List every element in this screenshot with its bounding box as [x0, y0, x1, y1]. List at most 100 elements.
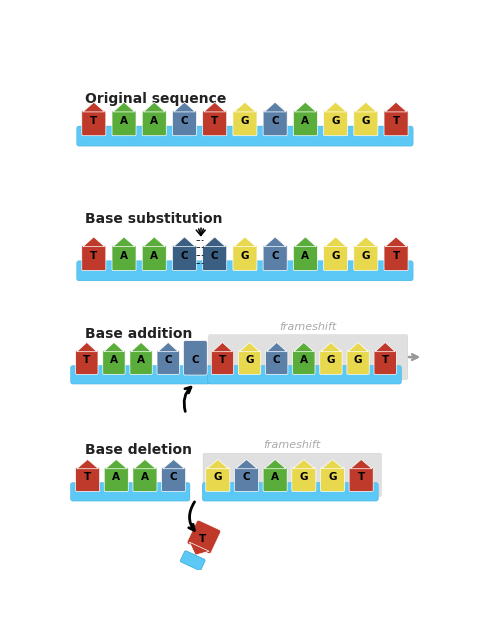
- FancyBboxPatch shape: [266, 351, 288, 374]
- FancyBboxPatch shape: [183, 340, 207, 375]
- FancyBboxPatch shape: [206, 468, 230, 492]
- FancyBboxPatch shape: [234, 468, 259, 492]
- FancyBboxPatch shape: [323, 111, 347, 136]
- Polygon shape: [83, 102, 105, 112]
- Polygon shape: [163, 460, 184, 468]
- Text: A: A: [301, 116, 309, 126]
- FancyBboxPatch shape: [323, 246, 347, 271]
- Text: C: C: [271, 116, 279, 126]
- FancyBboxPatch shape: [320, 468, 344, 492]
- Polygon shape: [144, 102, 165, 112]
- FancyBboxPatch shape: [77, 261, 413, 281]
- FancyBboxPatch shape: [75, 468, 99, 492]
- Polygon shape: [204, 102, 225, 112]
- Polygon shape: [190, 542, 209, 555]
- Text: Base substitution: Base substitution: [84, 212, 222, 225]
- Polygon shape: [294, 237, 316, 246]
- Text: C: C: [170, 472, 177, 483]
- Polygon shape: [355, 237, 377, 246]
- Polygon shape: [325, 102, 346, 112]
- FancyBboxPatch shape: [354, 246, 378, 271]
- FancyBboxPatch shape: [349, 468, 373, 492]
- Text: T: T: [382, 355, 389, 365]
- Polygon shape: [236, 460, 257, 468]
- Text: C: C: [271, 251, 279, 260]
- Text: C: C: [243, 472, 250, 483]
- FancyBboxPatch shape: [203, 111, 227, 136]
- Text: A: A: [141, 472, 149, 483]
- Polygon shape: [173, 237, 196, 246]
- FancyBboxPatch shape: [263, 468, 287, 492]
- FancyBboxPatch shape: [233, 246, 257, 271]
- Text: T: T: [90, 251, 98, 260]
- Polygon shape: [77, 342, 97, 352]
- Polygon shape: [131, 342, 151, 352]
- Text: G: G: [328, 472, 337, 483]
- Text: T: T: [392, 116, 400, 126]
- FancyBboxPatch shape: [320, 351, 342, 374]
- Text: T: T: [211, 116, 219, 126]
- Text: G: G: [331, 251, 340, 260]
- Text: T: T: [199, 534, 207, 544]
- FancyBboxPatch shape: [233, 111, 257, 136]
- FancyBboxPatch shape: [263, 111, 287, 136]
- FancyBboxPatch shape: [71, 483, 190, 501]
- Text: A: A: [271, 472, 279, 483]
- Text: G: G: [362, 116, 370, 126]
- FancyBboxPatch shape: [294, 111, 318, 136]
- Text: C: C: [181, 251, 188, 260]
- FancyBboxPatch shape: [104, 468, 128, 492]
- Polygon shape: [134, 460, 156, 468]
- FancyBboxPatch shape: [75, 351, 98, 374]
- FancyBboxPatch shape: [162, 468, 186, 492]
- FancyBboxPatch shape: [77, 126, 413, 146]
- Text: A: A: [120, 251, 128, 260]
- Text: A: A: [150, 116, 158, 126]
- Text: T: T: [219, 355, 226, 365]
- Polygon shape: [293, 460, 315, 468]
- Polygon shape: [264, 237, 286, 246]
- FancyBboxPatch shape: [172, 111, 196, 136]
- FancyBboxPatch shape: [187, 520, 220, 554]
- Polygon shape: [325, 237, 346, 246]
- Polygon shape: [385, 237, 407, 246]
- Polygon shape: [385, 102, 407, 112]
- Text: T: T: [84, 472, 91, 483]
- Polygon shape: [207, 460, 229, 468]
- FancyBboxPatch shape: [208, 365, 401, 384]
- Polygon shape: [113, 102, 135, 112]
- FancyBboxPatch shape: [384, 246, 408, 271]
- FancyBboxPatch shape: [133, 468, 157, 492]
- Polygon shape: [113, 237, 135, 246]
- FancyBboxPatch shape: [82, 246, 106, 271]
- FancyBboxPatch shape: [180, 551, 205, 570]
- Polygon shape: [173, 102, 196, 112]
- Text: G: G: [354, 355, 362, 365]
- Polygon shape: [348, 342, 368, 352]
- Polygon shape: [350, 460, 372, 468]
- Text: G: G: [327, 355, 335, 365]
- Polygon shape: [83, 237, 105, 246]
- Text: C: C: [181, 116, 188, 126]
- Text: C: C: [164, 355, 172, 365]
- Polygon shape: [234, 237, 256, 246]
- FancyBboxPatch shape: [142, 111, 166, 136]
- Text: A: A: [301, 251, 309, 260]
- Text: A: A: [150, 251, 158, 260]
- Polygon shape: [212, 342, 233, 352]
- FancyBboxPatch shape: [293, 351, 315, 374]
- Text: G: G: [214, 472, 222, 483]
- FancyBboxPatch shape: [203, 246, 227, 271]
- Text: A: A: [300, 355, 308, 365]
- Polygon shape: [355, 102, 377, 112]
- Text: T: T: [83, 355, 91, 365]
- FancyBboxPatch shape: [103, 351, 125, 374]
- FancyBboxPatch shape: [82, 111, 106, 136]
- Text: A: A: [112, 472, 120, 483]
- Polygon shape: [264, 460, 286, 468]
- Text: G: G: [331, 116, 340, 126]
- Polygon shape: [204, 237, 225, 246]
- Text: frameshift: frameshift: [264, 440, 321, 451]
- Text: G: G: [245, 355, 254, 365]
- Text: T: T: [358, 472, 365, 483]
